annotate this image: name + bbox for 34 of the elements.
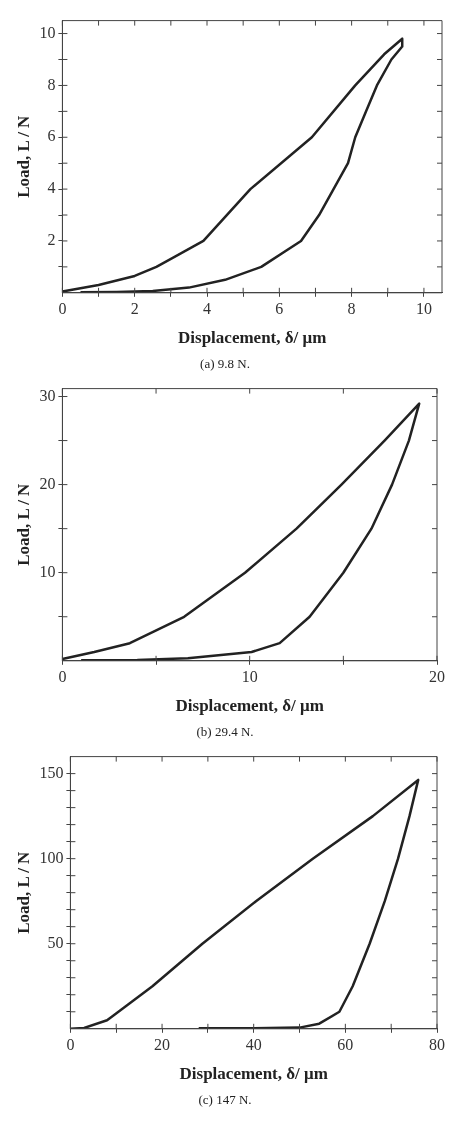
x-tick-label: 10 bbox=[241, 667, 258, 685]
x-tick-label: 20 bbox=[429, 667, 445, 685]
y-tick-label: 100 bbox=[39, 848, 64, 866]
y-tick-label: 30 bbox=[39, 386, 56, 404]
x-tick-label: 6 bbox=[275, 299, 284, 317]
x-tick-label: 8 bbox=[347, 299, 356, 317]
x-tick-label: 10 bbox=[415, 299, 432, 317]
text: (b) 29.4 N. bbox=[196, 723, 254, 739]
x-axis-title: Displacement, δ/ μm bbox=[178, 327, 327, 347]
y-tick-label: 150 bbox=[39, 763, 64, 781]
x-tick-label: 0 bbox=[58, 299, 67, 317]
y-tick-label: 2 bbox=[47, 231, 56, 249]
y-tick-label: 4 bbox=[47, 179, 56, 197]
x-axis-title: Displacement, δ/ μm bbox=[179, 1063, 328, 1083]
x-tick-label: 60 bbox=[337, 1035, 354, 1053]
text: (a) 9.8 N. bbox=[200, 355, 250, 371]
x-tick-label: 2 bbox=[130, 299, 139, 317]
y-axis-title: Load, L / N bbox=[13, 850, 33, 934]
y-axis-title: Load, L / N bbox=[13, 482, 33, 566]
y-tick-label: 6 bbox=[47, 127, 56, 145]
x-tick-label: 20 bbox=[154, 1035, 171, 1053]
x-tick-label: 0 bbox=[66, 1035, 75, 1053]
x-axis-title: Displacement, δ/ μm bbox=[175, 695, 324, 715]
y-axis-title: Load, L / N bbox=[13, 114, 33, 198]
x-tick-label: 40 bbox=[245, 1035, 262, 1053]
y-tick-label: 8 bbox=[47, 75, 56, 93]
x-tick-label: 80 bbox=[429, 1035, 445, 1053]
y-tick-label: 10 bbox=[39, 562, 56, 580]
x-tick-label: 4 bbox=[203, 299, 212, 317]
y-tick-label: 50 bbox=[47, 933, 64, 951]
y-tick-label: 10 bbox=[39, 23, 56, 41]
x-tick-label: 0 bbox=[58, 667, 67, 685]
y-tick-label: 20 bbox=[39, 474, 56, 492]
text: (c) 147 N. bbox=[198, 1091, 252, 1107]
